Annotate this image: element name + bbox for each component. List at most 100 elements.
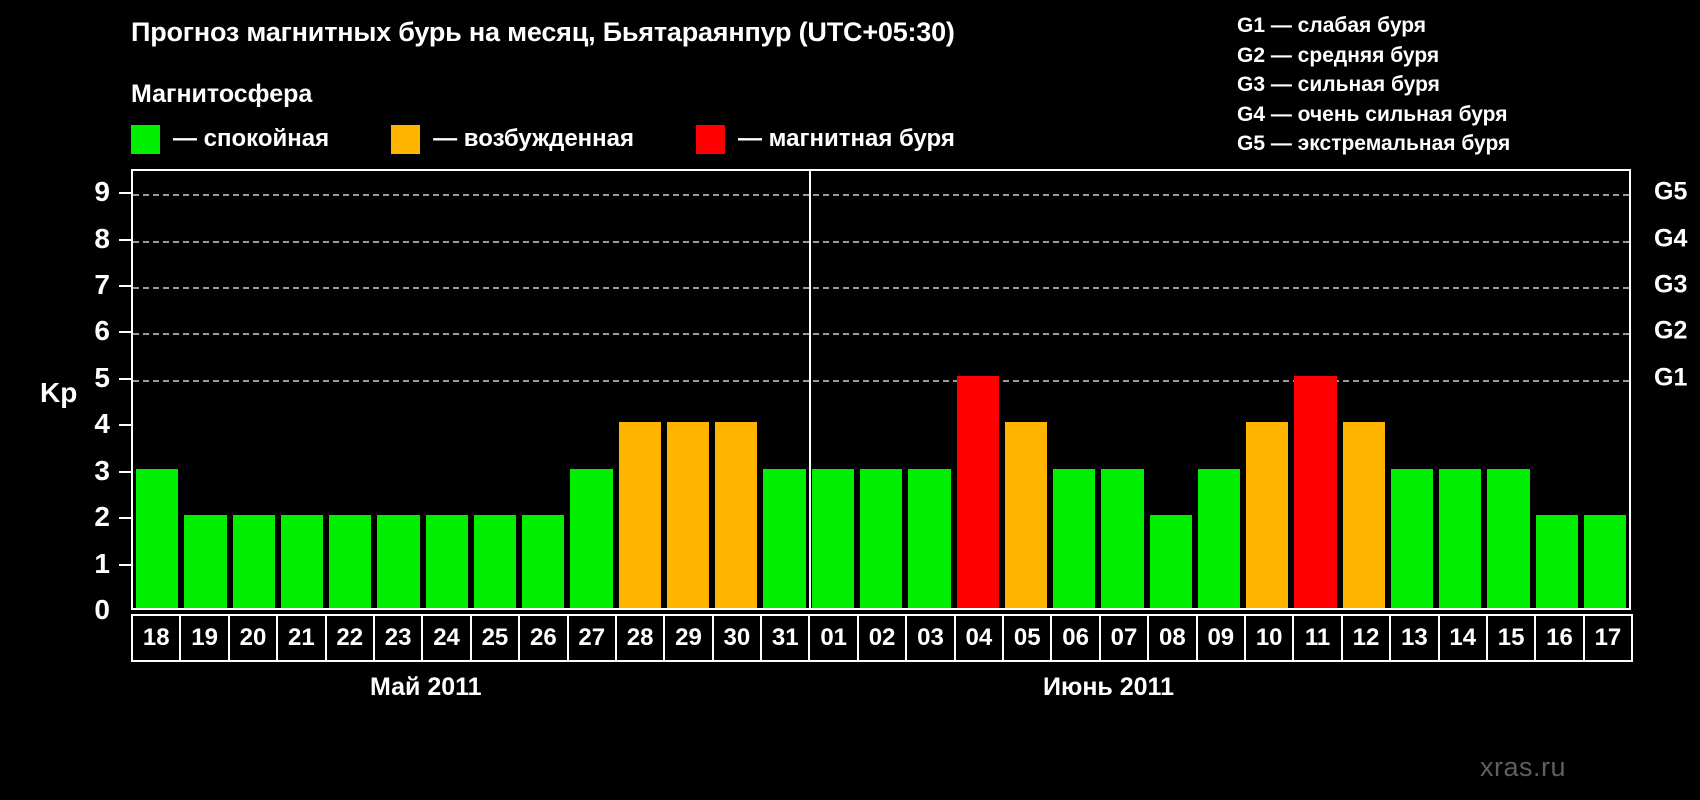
date-axis-cell: 27 xyxy=(566,614,617,662)
y-axis-tick-6: 6 xyxy=(94,315,110,347)
y-axis-tickmark-4 xyxy=(119,424,131,427)
bar-cell xyxy=(664,171,712,608)
bar xyxy=(184,515,227,608)
gridline-8 xyxy=(133,240,1629,243)
bar xyxy=(473,515,517,608)
y-axis-tick-7: 7 xyxy=(94,269,110,301)
bar xyxy=(1246,422,1289,608)
bar xyxy=(329,515,372,608)
bar xyxy=(1439,468,1482,608)
bar xyxy=(618,422,661,608)
bar xyxy=(1342,422,1385,608)
date-axis-cell: 30 xyxy=(711,614,763,662)
date-axis-cell: 21 xyxy=(276,614,327,662)
g-axis-label-g1: G1 xyxy=(1654,363,1688,392)
g-axis-label-g2: G2 xyxy=(1654,316,1688,345)
bar xyxy=(1390,468,1434,608)
date-axis-cell: 03 xyxy=(905,614,956,662)
bar-cell xyxy=(519,171,567,608)
bar-cell xyxy=(374,171,422,608)
bar-cell xyxy=(1291,171,1339,608)
bar xyxy=(522,515,565,608)
bar xyxy=(763,468,806,608)
bar xyxy=(1583,515,1627,608)
date-axis-cell: 07 xyxy=(1098,614,1150,662)
bar-cell xyxy=(567,171,615,608)
y-axis-title: Kp xyxy=(40,377,78,408)
bar-cell xyxy=(1050,171,1098,608)
y-axis-tick-9: 9 xyxy=(94,176,110,208)
date-axis-cell: 22 xyxy=(324,614,375,662)
watermark: xras.ru xyxy=(1480,752,1567,782)
bar xyxy=(232,515,275,608)
date-axis-cell: 31 xyxy=(760,614,811,662)
legend-heading: Магнитосфера xyxy=(131,80,313,108)
bar-cell xyxy=(326,171,374,608)
bar-cell xyxy=(1484,171,1532,608)
y-axis-tick-4: 4 xyxy=(94,408,110,440)
date-axis: 18 19 20 21 22 23 24 25 26 27 28 29 30 31 01 02 03 04 05 06… xyxy=(131,614,1634,662)
date-axis-cell: 25 xyxy=(469,614,521,662)
date-axis-cell: 23 xyxy=(372,614,424,662)
bar-cell xyxy=(1195,171,1243,608)
legend-label-unsettled: — возбужденная xyxy=(433,125,635,152)
date-axis-cell: 20 xyxy=(227,614,279,662)
bar-cell xyxy=(616,171,664,608)
y-axis-tick-2: 2 xyxy=(94,501,110,533)
bar xyxy=(1149,515,1192,608)
date-axis-cell: 26 xyxy=(518,614,569,662)
date-axis-cell: 09 xyxy=(1195,614,1246,662)
bar xyxy=(280,515,324,608)
bar-cell xyxy=(1340,171,1388,608)
date-axis-cell: 17 xyxy=(1582,614,1634,662)
gridline-7 xyxy=(133,287,1629,290)
bar xyxy=(908,468,951,608)
date-axis-cell: 12 xyxy=(1340,614,1392,662)
bar-cell xyxy=(1581,171,1629,608)
bar xyxy=(1535,515,1578,608)
bar xyxy=(1487,468,1530,608)
bar xyxy=(570,468,613,608)
magnetosphere-legend: — спокойная — возбужденная — магнитная б… xyxy=(131,124,955,154)
gridline-6 xyxy=(133,333,1629,336)
bar-cell xyxy=(471,171,519,608)
legend-swatch-unsettled xyxy=(391,124,421,154)
y-axis-tickmark-8 xyxy=(119,238,131,241)
bar-cell xyxy=(181,171,229,608)
bar-cell xyxy=(760,171,808,608)
date-axis-cell: 05 xyxy=(1002,614,1053,662)
bar xyxy=(377,515,420,608)
g-scale-legend: G1 — слабая буря G2 — средняя буря G3 — … xyxy=(1237,11,1510,159)
gridline-5 xyxy=(133,379,1629,382)
month-caption-june: Июнь 2011 xyxy=(1043,673,1174,701)
legend-label-storm: — магнитная буря xyxy=(738,125,955,152)
y-axis-tickmark-3 xyxy=(119,470,131,473)
date-axis-cell: 14 xyxy=(1437,614,1488,662)
date-axis-cell: 24 xyxy=(421,614,472,662)
bar-cell xyxy=(1147,171,1195,608)
date-axis-cell: 10 xyxy=(1243,614,1295,662)
date-axis-cell: 29 xyxy=(663,614,714,662)
bar-cell xyxy=(905,171,953,608)
date-axis-cell: 11 xyxy=(1292,614,1343,662)
date-axis-cell: 06 xyxy=(1050,614,1101,662)
page-title: Прогноз магнитных бурь на месяц, Бьятара… xyxy=(131,17,955,47)
bar xyxy=(715,422,758,608)
date-axis-cell: 28 xyxy=(614,614,666,662)
y-axis-tick-3: 3 xyxy=(94,454,110,486)
bar-cell xyxy=(423,171,471,608)
g-scale-line-g1: G1 — слабая буря xyxy=(1237,14,1427,37)
legend-swatch-storm xyxy=(696,124,726,154)
bar xyxy=(1101,468,1144,608)
bar xyxy=(1053,468,1096,608)
g-scale-line-g2: G2 — средняя буря xyxy=(1237,43,1440,67)
legend-item-unsettled: — возбужденная xyxy=(391,124,635,154)
bar-cell xyxy=(230,171,278,608)
month-caption-may: Май 2011 xyxy=(370,673,482,701)
legend-item-calm: — спокойная xyxy=(131,124,329,154)
g-axis-label-g5: G5 xyxy=(1654,177,1688,206)
bar xyxy=(811,468,854,608)
y-axis-tickmark-1 xyxy=(119,563,131,566)
gridline-9 xyxy=(133,194,1629,197)
